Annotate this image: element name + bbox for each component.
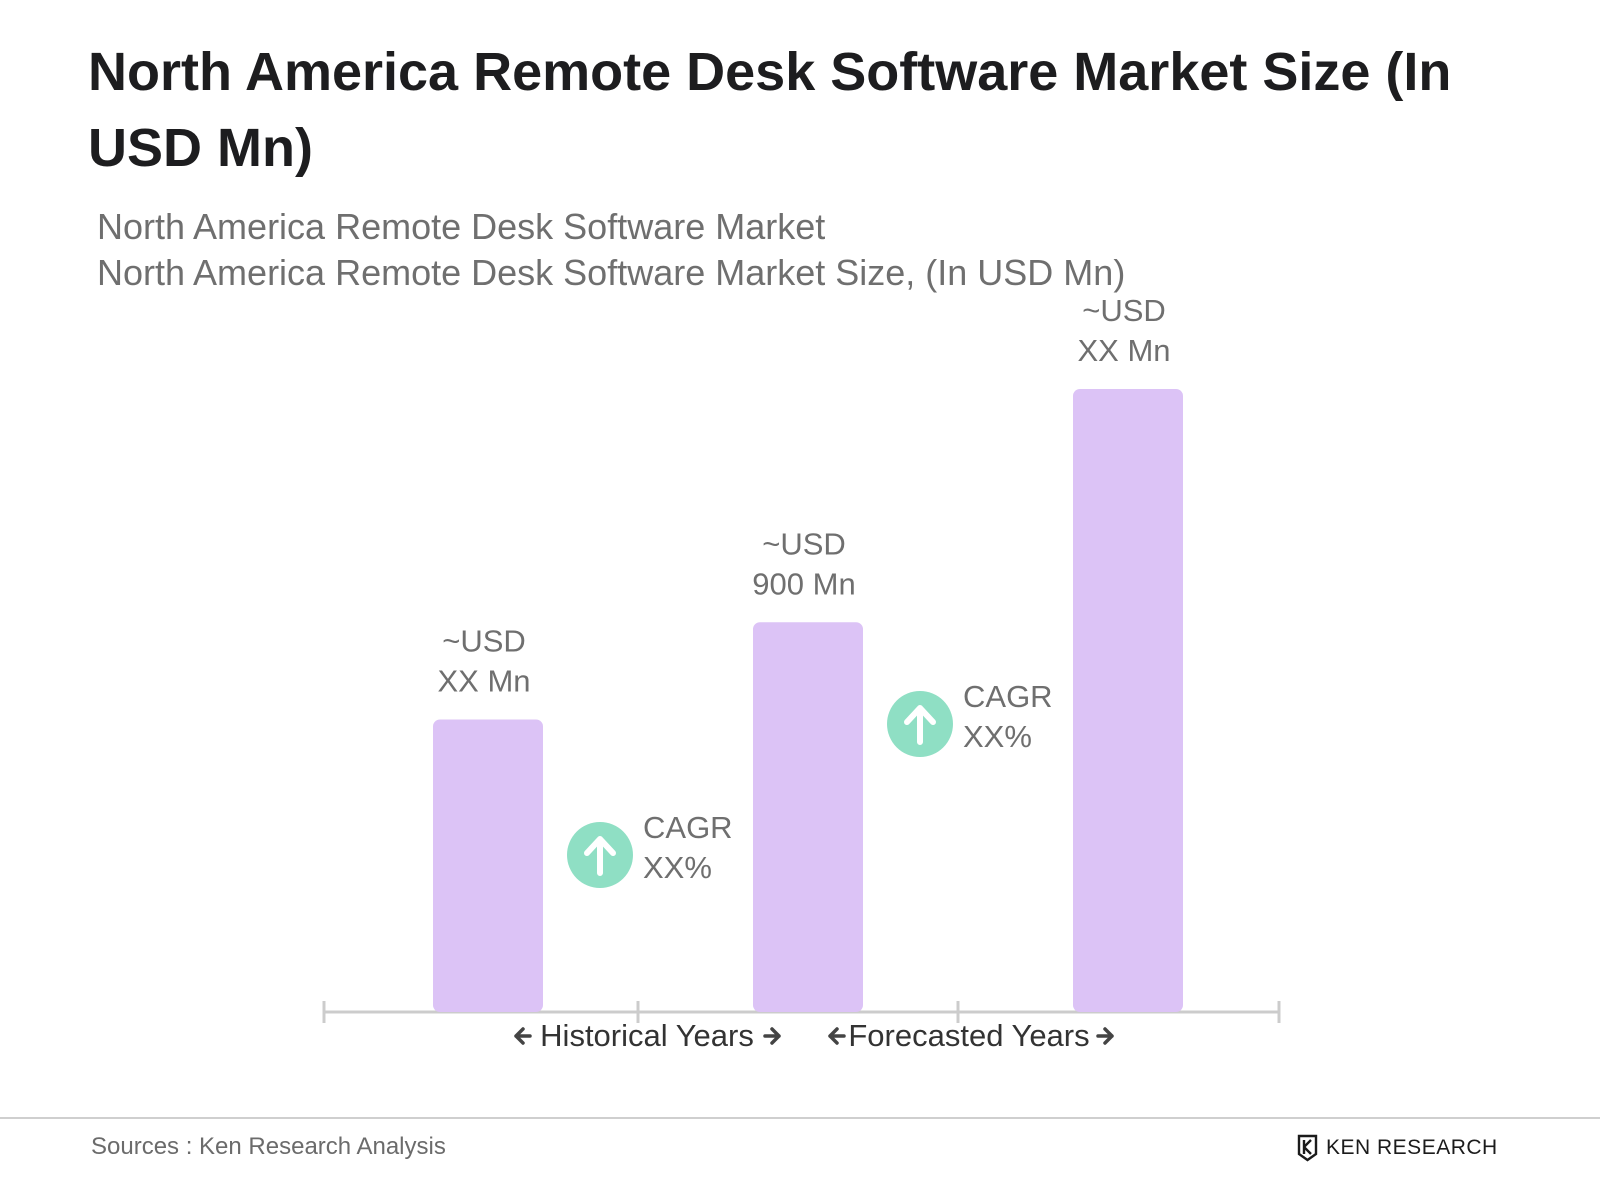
source-note: Sources : Ken Research Analysis <box>91 1133 446 1160</box>
arrow-left-icon <box>828 1027 846 1045</box>
bar <box>433 719 543 1012</box>
data-label-prefix: ~USD <box>442 623 526 658</box>
page-title: North America Remote Desk Software Marke… <box>88 42 1452 178</box>
arrow-up-icon <box>584 836 616 876</box>
arrow-left-icon <box>514 1027 532 1045</box>
bar <box>1073 389 1183 1012</box>
logo-text: KEN RESEARCH <box>1326 1136 1498 1159</box>
data-label-prefix: ~USD <box>762 526 846 561</box>
data-label-value: XX Mn <box>437 663 530 698</box>
ken-research-logo-icon <box>1297 1134 1318 1162</box>
cagr-value: XX% <box>963 719 1032 754</box>
data-label-value: 900 Mn <box>752 566 855 601</box>
cagr-value: XX% <box>643 850 712 885</box>
data-label-value: XX Mn <box>1077 333 1170 368</box>
cagr-label: CAGR <box>643 810 733 845</box>
ken-research-logo: KEN RESEARCH <box>1296 1134 1498 1162</box>
chart-subtitle: North America Remote Desk Software Marke… <box>97 206 826 247</box>
chart-subtitle-units: North America Remote Desk Software Marke… <box>97 252 1126 293</box>
footer-divider <box>0 1117 1600 1119</box>
axis-section-label: Forecasted Years <box>848 1018 1089 1053</box>
axis-section-label: Historical Years <box>540 1018 754 1053</box>
data-label-prefix: ~USD <box>1082 293 1166 328</box>
bar-chart: ~USD XX Mn ~USD 900 Mn ~USD XX Mn CAGR XX% CAGR X… <box>322 293 1281 1053</box>
arrow-right-icon <box>763 1027 781 1045</box>
arrow-right-icon <box>1096 1027 1114 1045</box>
bar <box>753 622 863 1012</box>
arrow-up-icon <box>904 705 936 745</box>
cagr-label: CAGR <box>963 679 1053 714</box>
